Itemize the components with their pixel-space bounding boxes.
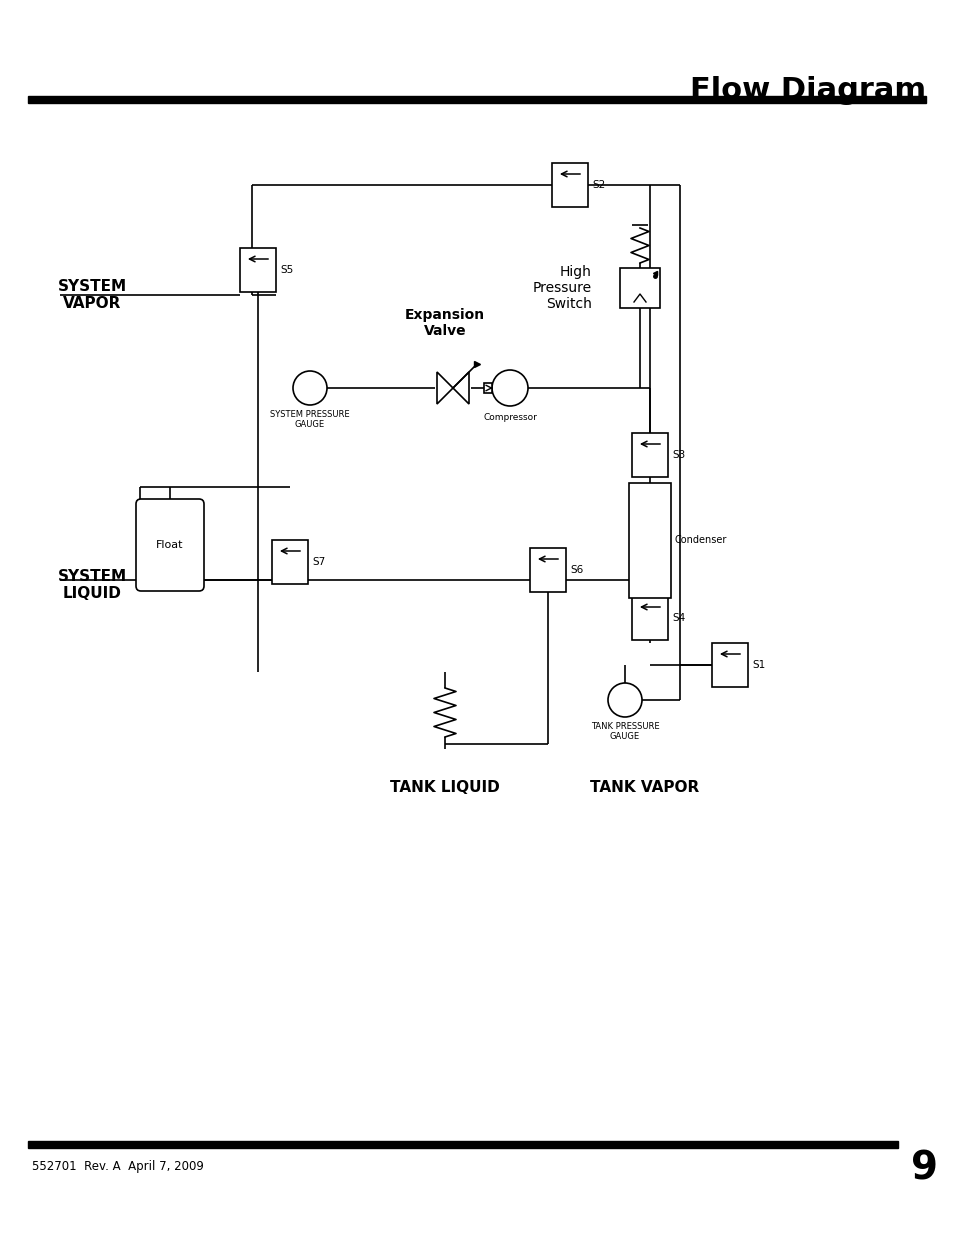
Text: S6: S6 xyxy=(569,564,582,576)
Bar xyxy=(711,643,747,687)
Text: Float: Float xyxy=(156,540,184,550)
Bar xyxy=(28,1141,897,1149)
Polygon shape xyxy=(436,372,453,404)
Bar xyxy=(483,383,492,393)
Text: SYSTEM PRESSURE
GAUGE: SYSTEM PRESSURE GAUGE xyxy=(270,410,350,430)
Text: SYSTEM
VAPOR: SYSTEM VAPOR xyxy=(58,279,127,311)
Text: S2: S2 xyxy=(592,180,604,190)
Text: SYSTEM
LIQUID: SYSTEM LIQUID xyxy=(58,569,127,601)
Text: Expansion
Valve: Expansion Valve xyxy=(404,308,484,338)
Bar xyxy=(631,433,667,477)
Bar xyxy=(552,163,587,207)
FancyBboxPatch shape xyxy=(136,499,204,592)
Bar xyxy=(619,268,659,308)
Text: Compressor: Compressor xyxy=(482,412,537,422)
Text: High
Pressure
Switch: High Pressure Switch xyxy=(533,264,592,311)
Text: S1: S1 xyxy=(751,659,764,671)
Circle shape xyxy=(293,370,327,405)
Text: S3: S3 xyxy=(671,450,684,459)
Circle shape xyxy=(492,370,527,406)
Polygon shape xyxy=(453,372,469,404)
Text: TANK PRESSURE
GAUGE: TANK PRESSURE GAUGE xyxy=(590,722,659,741)
Text: Condenser: Condenser xyxy=(675,535,726,545)
Text: 552701  Rev. A  April 7, 2009: 552701 Rev. A April 7, 2009 xyxy=(32,1160,204,1173)
Text: TANK VAPOR: TANK VAPOR xyxy=(590,781,699,795)
Text: S5: S5 xyxy=(280,266,293,275)
Bar xyxy=(631,597,667,640)
Bar xyxy=(530,548,565,592)
Text: S4: S4 xyxy=(671,613,684,622)
Bar xyxy=(28,96,925,103)
Text: S7: S7 xyxy=(312,557,325,567)
Text: Flow Diagram: Flow Diagram xyxy=(689,77,925,105)
Text: 9: 9 xyxy=(910,1150,937,1188)
Bar xyxy=(240,248,275,291)
Text: TANK LIQUID: TANK LIQUID xyxy=(390,781,499,795)
Bar xyxy=(628,483,670,598)
Bar xyxy=(272,540,308,584)
Circle shape xyxy=(607,683,641,718)
